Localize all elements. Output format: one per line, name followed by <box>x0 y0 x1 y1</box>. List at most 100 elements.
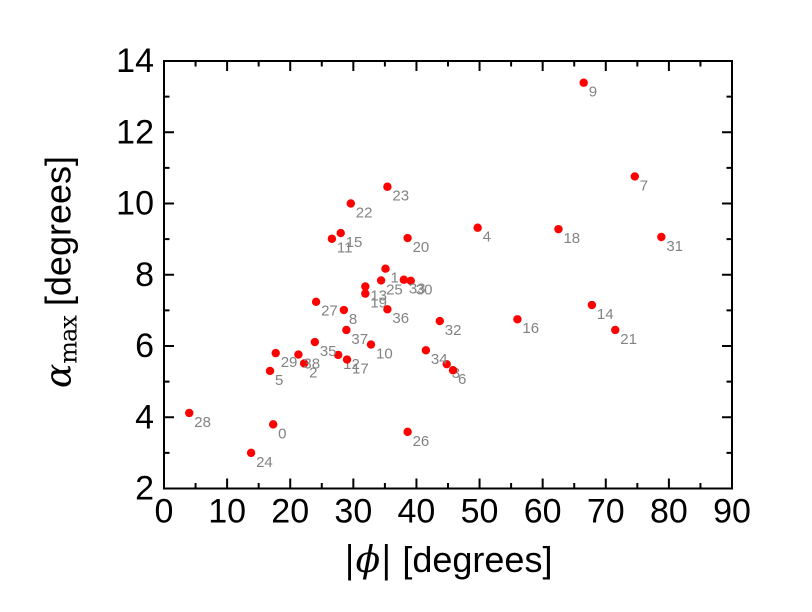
data-point <box>366 340 376 349</box>
x-tick-label: 70 <box>587 493 625 531</box>
data-point <box>346 199 356 208</box>
data-point <box>587 300 597 310</box>
point-label: 3 <box>452 365 460 382</box>
data-point <box>361 289 370 298</box>
y-tick-label: 4 <box>135 398 154 436</box>
data-point <box>399 275 409 284</box>
y-tick-label: 10 <box>116 185 154 223</box>
y-tick-label: 6 <box>135 327 154 365</box>
data-point <box>513 315 522 324</box>
data-point <box>339 305 349 315</box>
data-point <box>473 223 482 232</box>
x-tick-label: 20 <box>271 493 309 531</box>
x-axis-title: |ϕ| [degrees] <box>344 539 553 581</box>
y-tick-label: 8 <box>135 256 154 294</box>
point-label: 4 <box>483 229 491 246</box>
y-tick-label: 14 <box>116 42 154 80</box>
plot-frame <box>163 60 733 490</box>
point-label: 36 <box>392 310 409 327</box>
alpha-subscript: max <box>54 316 83 364</box>
data-point <box>311 297 321 307</box>
point-label: 25 <box>386 281 403 298</box>
point-label: 30 <box>416 282 433 299</box>
data-point <box>403 427 412 437</box>
data-point <box>630 172 640 181</box>
data-point <box>383 305 392 314</box>
data-point <box>336 228 345 238</box>
y-axis-unit: [degrees] <box>37 155 79 317</box>
data-point <box>294 350 303 359</box>
point-label: 20 <box>413 239 430 256</box>
y-tick-label: 2 <box>135 470 154 508</box>
x-tick-label: 80 <box>650 493 688 531</box>
data-point <box>376 276 386 285</box>
x-tick-label: 0 <box>155 493 174 531</box>
point-label: 38 <box>303 355 320 372</box>
point-label: 0 <box>278 425 286 442</box>
point-label: 28 <box>194 414 211 431</box>
data-point <box>299 359 309 368</box>
point-label: 27 <box>321 303 338 320</box>
point-label: 9 <box>589 84 597 101</box>
data-point <box>342 355 352 364</box>
point-label: 26 <box>413 433 430 450</box>
data-point <box>403 233 412 243</box>
point-label: 13 <box>370 287 387 304</box>
point-label: 15 <box>346 234 363 251</box>
point-label: 32 <box>445 322 462 339</box>
point-label: 35 <box>320 343 337 360</box>
data-point <box>265 366 275 376</box>
data-point <box>342 325 351 335</box>
point-label: 31 <box>666 238 683 255</box>
data-point <box>271 348 280 358</box>
y-tick-label: 12 <box>116 113 154 151</box>
point-label: 23 <box>392 188 409 205</box>
data-point <box>268 420 278 429</box>
data-point <box>383 182 392 191</box>
point-label: 11 <box>337 240 353 257</box>
phi-symbol: |ϕ| <box>343 540 393 581</box>
point-label: 18 <box>563 230 580 247</box>
point-label: 37 <box>351 331 368 348</box>
data-point <box>381 264 390 273</box>
point-label: 17 <box>352 360 369 377</box>
point-label: 21 <box>620 331 637 348</box>
point-label: 10 <box>376 345 393 362</box>
x-tick-label: 40 <box>398 493 436 531</box>
point-label: 19 <box>370 295 387 312</box>
point-label: 22 <box>356 204 373 221</box>
point-label: 2 <box>309 364 317 381</box>
data-point <box>611 325 620 335</box>
point-label: 29 <box>281 354 298 371</box>
data-point <box>327 234 337 243</box>
y-axis-title: αmax [degrees] <box>38 156 83 388</box>
data-point <box>310 337 320 347</box>
x-tick-label: 30 <box>334 493 372 531</box>
data-point <box>435 316 444 326</box>
point-label: 34 <box>431 351 448 368</box>
data-point <box>579 78 588 87</box>
alpha-symbol: α <box>38 363 80 389</box>
point-label: 24 <box>256 454 273 471</box>
data-point <box>406 276 415 286</box>
data-point <box>185 408 194 418</box>
data-point <box>554 224 563 234</box>
point-label: 5 <box>275 372 283 389</box>
data-point <box>657 232 666 242</box>
data-point <box>442 359 451 369</box>
point-label: 16 <box>522 320 539 337</box>
point-label: 14 <box>597 306 614 323</box>
x-tick-label: 90 <box>713 493 751 531</box>
x-tick-label: 10 <box>208 493 246 531</box>
x-axis-unit: [degrees] <box>392 539 553 580</box>
data-point <box>333 350 343 360</box>
data-point <box>246 448 256 458</box>
x-tick-label: 50 <box>461 493 499 531</box>
data-point <box>421 346 431 355</box>
data-point <box>448 366 458 375</box>
point-label: 1 <box>391 270 399 287</box>
point-label: 7 <box>640 177 648 194</box>
point-label: 8 <box>349 311 357 328</box>
